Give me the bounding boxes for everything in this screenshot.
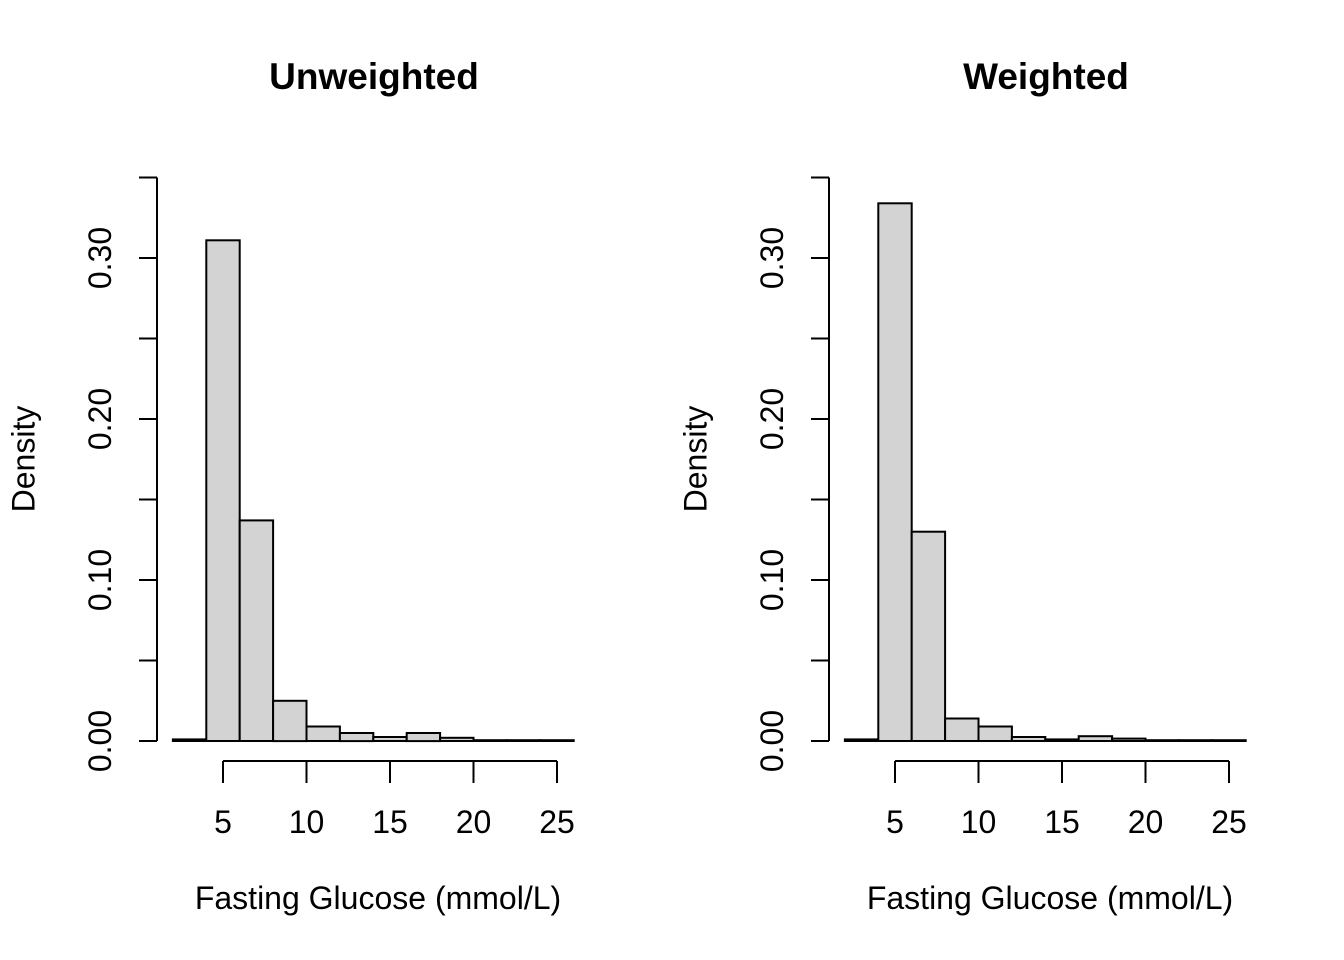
histogram-bar xyxy=(977,725,1013,742)
y-axis xyxy=(139,176,158,742)
x-tick-label: 10 xyxy=(289,804,325,840)
x-tick-label: 20 xyxy=(456,804,492,840)
y-tick-label: 0.30 xyxy=(82,227,118,289)
x-tick-label: 25 xyxy=(1211,804,1247,840)
x-tick-label: 15 xyxy=(372,804,408,840)
histogram-bar xyxy=(1211,739,1247,743)
histogram-bar xyxy=(910,530,947,743)
histogram-bar xyxy=(1077,735,1114,743)
histogram-bar xyxy=(1177,739,1214,743)
histogram-bar xyxy=(338,732,375,743)
x-tick-label: 20 xyxy=(1128,804,1164,840)
y-tick-label: 0.10 xyxy=(754,549,790,611)
y-tick-label: 0.30 xyxy=(754,227,790,289)
histogram-bar xyxy=(539,739,575,743)
y-axis xyxy=(811,176,830,742)
histogram-bar xyxy=(171,738,208,743)
histogram-bar xyxy=(272,699,308,743)
histogram-bar xyxy=(372,736,408,742)
y-axis-label-left: Density xyxy=(5,405,42,513)
histogram-panel-weighted: 0.00 0.10 0.20 0.30 5 10 15 20 25 xyxy=(754,176,1247,840)
x-tick-label: 10 xyxy=(961,804,997,840)
histogram-bar xyxy=(1111,737,1147,742)
histogram-bar xyxy=(944,717,980,742)
histogram-bar xyxy=(843,738,880,743)
x-axis xyxy=(894,760,1230,783)
x-tick-label: 25 xyxy=(539,804,575,840)
histogram-bar xyxy=(472,739,508,743)
histogram-panel-unweighted: 0.00 0.10 0.20 0.30 5 10 15 20 25 xyxy=(82,176,575,840)
histogram-bar xyxy=(877,202,913,743)
y-tick-label: 0.00 xyxy=(82,710,118,772)
x-tick-label: 15 xyxy=(1044,804,1080,840)
histogram-bar xyxy=(405,732,442,743)
panel-title-weighted: Weighted xyxy=(963,56,1129,97)
histogram-bar xyxy=(1144,739,1180,743)
y-tick-label: 0.00 xyxy=(754,710,790,772)
y-axis-label-right: Density xyxy=(677,405,714,513)
histogram-bar xyxy=(205,239,241,743)
y-tick-label: 0.20 xyxy=(82,388,118,450)
x-axis xyxy=(222,760,558,783)
x-axis-label-left: Fasting Glucose (mmol/L) xyxy=(194,880,562,916)
histogram-bar xyxy=(305,725,341,742)
panel-title-unweighted: Unweighted xyxy=(269,56,479,97)
y-tick-label: 0.20 xyxy=(754,388,790,450)
histogram-bar xyxy=(439,736,475,742)
y-tick-label: 0.10 xyxy=(82,549,118,611)
x-tick-label: 5 xyxy=(886,804,904,840)
x-axis-label-right: Fasting Glucose (mmol/L) xyxy=(866,880,1234,916)
histogram-bar xyxy=(1010,736,1047,742)
x-tick-label: 5 xyxy=(214,804,232,840)
histogram-bars xyxy=(843,202,1247,743)
histogram-bar xyxy=(1044,738,1080,743)
histogram-bars xyxy=(171,239,575,743)
histogram-bar xyxy=(238,519,275,743)
histogram-bar xyxy=(505,739,542,743)
